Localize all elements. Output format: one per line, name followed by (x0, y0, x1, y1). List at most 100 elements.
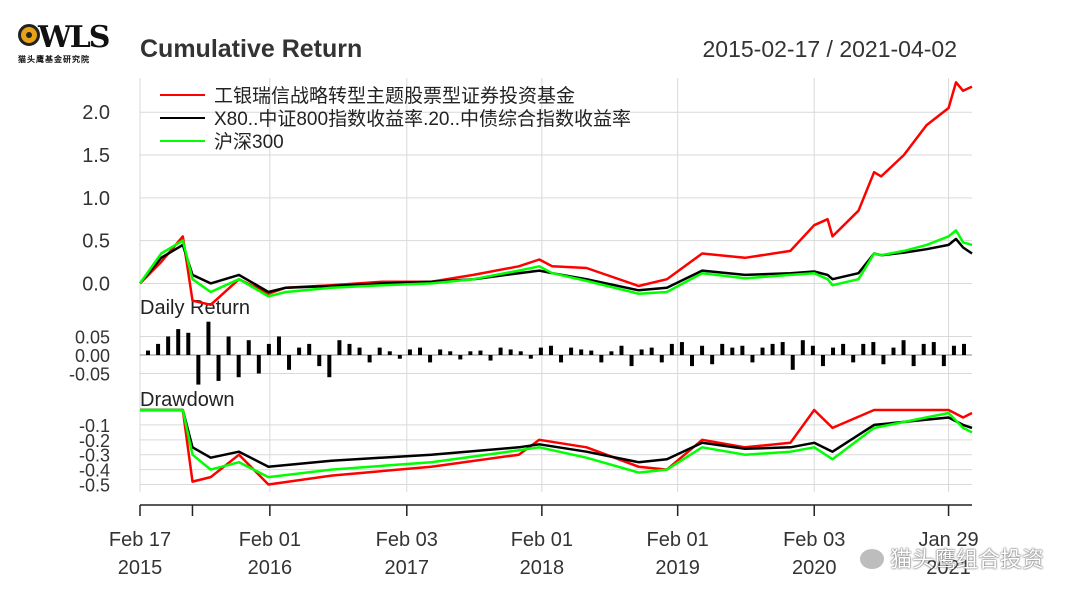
daily-return-bar (720, 343, 725, 355)
daily-return-bar (881, 355, 886, 365)
daily-return-bar (216, 355, 221, 381)
y-tick-label: -0.4 (79, 461, 110, 481)
daily-return-bar (337, 340, 342, 355)
daily-return-bar (377, 347, 382, 355)
watermark-text: 猫头鹰组合投资 (889, 548, 1044, 573)
wechat-icon (859, 549, 884, 569)
panel-label: Drawdown (140, 389, 234, 411)
daily-return-bar (730, 347, 735, 355)
daily-return-bar (911, 355, 916, 367)
legend-label: X80..中证800指数收益率.20..中债综合指数收益率 (214, 108, 631, 130)
daily-return-bar (841, 343, 846, 355)
daily-return-bar (458, 355, 463, 360)
daily-return-bar (559, 355, 564, 363)
daily-return-bar (317, 355, 322, 367)
daily-return-bar (538, 347, 543, 355)
axes-layer: 0.0 0.5 1.0 1.5 2.0 0.050.00-0.05 Daily Return… (69, 102, 979, 579)
daily-return-bar (740, 345, 745, 355)
daily-return-bar (256, 355, 261, 374)
y-tick-label: 1.5 (82, 145, 110, 167)
logo-subtitle: 猫头鹰基金研究院 (18, 55, 90, 64)
daily-return-bar (508, 349, 513, 355)
daily-return-bar (790, 355, 795, 370)
y-tick-label: 2.0 (82, 102, 110, 124)
x-tick-label: Jan 29 (919, 529, 979, 551)
daily-return-bar (770, 343, 775, 355)
x-tick-label: Feb 03 (783, 529, 845, 551)
daily-return-bar (800, 340, 805, 355)
daily-return-bar (397, 355, 402, 359)
daily-return-bar (649, 347, 654, 355)
daily-return-bar (760, 347, 765, 355)
daily-return-bar (428, 355, 433, 363)
daily-return-bar (820, 355, 825, 367)
daily-return-bar (579, 349, 584, 355)
daily-return-bar (287, 355, 292, 370)
daily-return-bar (146, 350, 150, 355)
daily-return-bar (488, 355, 493, 361)
daily-return-bar (166, 336, 171, 355)
y-tick-label: -0.1 (79, 416, 110, 436)
y-tick-label: -0.05 (69, 365, 110, 385)
daily-return-bar (659, 355, 664, 363)
daily-return-bar (589, 350, 594, 355)
x-tick-label: Feb 03 (376, 529, 438, 551)
y-tick-label: -0.3 (79, 446, 110, 466)
daily-return-bar (962, 343, 966, 355)
daily-return-bar (518, 351, 523, 355)
daily-return-bar (639, 349, 644, 355)
daily-return-bar (297, 347, 302, 355)
legend-label: 工银瑞信战略转型主题股票型证券投资基金 (214, 85, 575, 107)
daily-return-bar (226, 336, 231, 355)
daily-return-bar (307, 343, 312, 355)
owl-eye-icon (18, 24, 40, 46)
drawdown-series-line (140, 408, 973, 479)
daily-return-bar (690, 355, 694, 367)
series-layer (138, 81, 973, 486)
daily-return-bar (498, 347, 503, 355)
x-tick-label: 2020 (792, 557, 837, 579)
watermark: 猫头鹰组合投资 (859, 542, 1044, 574)
x-tick-label: 2015 (118, 557, 163, 579)
daily-return-bar (891, 347, 896, 355)
logo-word: WLS (38, 20, 110, 55)
x-tick-label: 2019 (655, 557, 700, 579)
daily-return-bar (196, 355, 201, 385)
y-tick-label: 1.0 (82, 188, 110, 210)
daily-return-bar (679, 342, 684, 355)
daily-return-bar (176, 329, 181, 355)
y-tick-label: 0.05 (75, 328, 110, 348)
daily-return-bar (851, 355, 856, 363)
x-tick-label: 2017 (385, 557, 430, 579)
cumulative-return-series-line (138, 229, 973, 298)
daily-return-bar (931, 342, 936, 355)
x-tick-label: 2016 (248, 557, 293, 579)
daily-return-bar (861, 343, 866, 355)
daily-return-bar (206, 321, 211, 355)
daily-return-bar (357, 347, 362, 355)
daily-return-bar (266, 343, 271, 355)
daily-return-bar (407, 349, 412, 355)
y-tick-label: -0.5 (79, 476, 110, 496)
daily-return-bar (629, 355, 634, 367)
y-tick-label: 0.00 (75, 346, 110, 366)
y-tick-label: 0.5 (82, 231, 110, 253)
daily-return-bar (367, 355, 372, 363)
daily-return-bar (548, 345, 553, 355)
owls-logo: WLS 猫头鹰基金研究院 (18, 20, 113, 70)
x-tick-label: Feb 01 (239, 529, 301, 551)
daily-return-bar (810, 345, 815, 355)
daily-return-bar (236, 355, 241, 378)
legend-label: 沪深300 (214, 131, 284, 153)
daily-return-bar (941, 355, 946, 367)
daily-return-bar (186, 332, 191, 355)
daily-return-bar (468, 351, 473, 355)
daily-return-bar (669, 343, 674, 355)
daily-return-bar (921, 343, 926, 355)
daily-return-bar (528, 355, 533, 359)
daily-return-bar (599, 355, 604, 363)
daily-return-bar (156, 343, 161, 355)
y-tick-label: -0.2 (79, 431, 110, 451)
y-tick-label: 0.0 (82, 273, 110, 295)
